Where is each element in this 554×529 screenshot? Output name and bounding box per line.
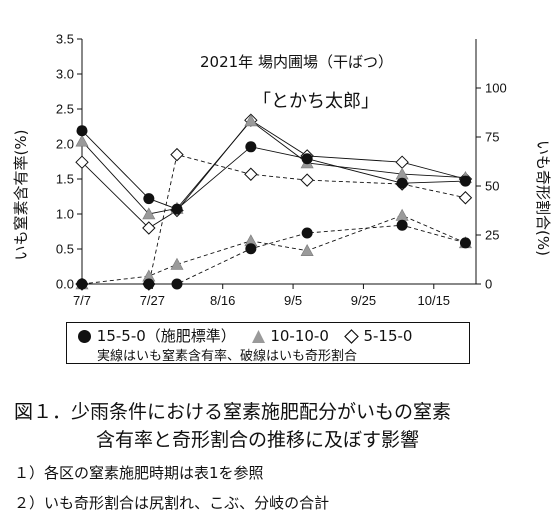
y-left-tick-label: 1.0 xyxy=(56,207,74,222)
malformation-point-circle xyxy=(301,227,313,239)
series-markers xyxy=(75,113,473,291)
nitrogen-point-circle xyxy=(171,203,183,215)
y-left-tick-label: 3.0 xyxy=(56,67,74,82)
nitrogen-point-circle xyxy=(245,141,257,153)
y-left-tick-label: 2.5 xyxy=(56,102,74,117)
axes: 0.0 0.5 1.0 1.5 2.0 2.5 3.0 3.5 0 25 50 75 100 7/7 7/2… xyxy=(56,32,507,309)
nitrogen-point-circle xyxy=(301,153,313,165)
malformation-point-circle xyxy=(245,243,257,255)
legend-label-15-5-0: 15-5-0（施肥標準） xyxy=(96,327,236,345)
y-right-tick-label: 25 xyxy=(485,228,499,243)
caption-line-1: 図１．少雨条件における窒素施肥配分がいもの窒素 xyxy=(14,401,452,423)
legend-item-5-15-0: 5-15-0 xyxy=(343,327,413,345)
nitrogen-point-triangle xyxy=(244,114,258,127)
malformation-line-triangle xyxy=(81,214,466,285)
nitrogen-point-diamond xyxy=(395,155,409,169)
malformation-point-triangle xyxy=(395,208,409,221)
malformation-point-diamond xyxy=(244,167,258,181)
footnote-1: １）各区の窒素施肥時期は表1を参照 xyxy=(14,464,264,482)
malformation-point-circle xyxy=(396,219,408,231)
nitrogen-point-circle xyxy=(76,125,88,137)
malformation-point-circle xyxy=(459,237,471,249)
nitrogen-point-triangle xyxy=(75,134,89,147)
x-tick-label: 7/27 xyxy=(140,293,165,308)
legend-item-15-5-0: 15-5-0（施肥標準） xyxy=(77,325,236,346)
y-right-tick-label: 0 xyxy=(485,277,492,292)
white-diamond-icon xyxy=(343,329,359,344)
nitrogen-point-circle xyxy=(143,193,155,205)
nitrogen-point-circle xyxy=(459,175,471,187)
malformation-point-triangle xyxy=(170,257,184,270)
malformation-point-circle xyxy=(143,278,155,290)
legend-note: 実線はいも窒素含有率、破線はいも奇形割合 xyxy=(97,349,358,364)
legend: 15-5-0（施肥標準） 10-10-0 5-15-0 実線はいも窒素含有率、破… xyxy=(66,322,470,364)
nitrogen-point-diamond xyxy=(75,155,89,169)
malformation-point-triangle xyxy=(300,244,314,256)
malformation-point-diamond xyxy=(458,191,473,205)
y-right-tick-label: 50 xyxy=(485,179,499,194)
black-circle-icon xyxy=(78,330,91,343)
nitrogen-point-triangle xyxy=(142,207,156,220)
annotation-cultivar: 「とかち太郎」 xyxy=(253,91,379,112)
figure-caption: 図１．少雨条件における窒素施肥配分がいもの窒素 含有率と奇形割合の推移に及ぼす影… xyxy=(14,398,451,454)
malformation-line-circle xyxy=(82,224,466,285)
y-left-tick-label: 3.5 xyxy=(56,32,74,47)
nitrogen-point-circle xyxy=(396,177,408,189)
legend-series-row: 15-5-0（施肥標準） 10-10-0 5-15-0 xyxy=(77,325,422,346)
legend-item-10-10-0: 10-10-0 xyxy=(251,327,329,345)
x-tick-label: 9/5 xyxy=(284,293,302,308)
footnote-2: ２）いも奇形割合は尻割れ、こぶ、分岐の合計 xyxy=(14,494,330,512)
caption-line-2: 含有率と奇形割合の推移に及ぼす影響 xyxy=(96,429,420,451)
malformation-point-circle xyxy=(76,278,88,290)
malformation-point-diamond xyxy=(170,147,184,162)
y-right-axis-label: いも奇形割合(%) xyxy=(534,140,552,256)
x-tick-label: 8/16 xyxy=(210,293,235,308)
annotation-title: 2021年 場内圃場（干ばつ） xyxy=(200,53,393,71)
x-tick-label: 9/25 xyxy=(351,293,376,308)
y-left-tick-label: 2.0 xyxy=(56,137,74,152)
legend-label-10-10-0: 10-10-0 xyxy=(270,327,329,345)
x-tick-label: 10/15 xyxy=(418,293,451,308)
malformation-point-circle xyxy=(171,278,183,290)
x-tick-label: 7/7 xyxy=(73,293,91,308)
y-right-tick-label: 100 xyxy=(485,81,507,96)
gray-triangle-icon xyxy=(251,330,265,343)
nitrogen-point-diamond xyxy=(142,221,156,235)
nitrogen-line-circle xyxy=(81,130,466,210)
malformation-point-diamond xyxy=(300,173,314,187)
y-left-tick-label: 0.5 xyxy=(56,242,74,257)
y-left-tick-label: 0.0 xyxy=(56,277,74,292)
y-left-axis-label: いも窒素含有率(%) xyxy=(12,130,30,261)
y-right-tick-label: 75 xyxy=(485,130,499,145)
chart: 0.0 0.5 1.0 1.5 2.0 2.5 3.0 3.5 0 25 50 75 100 7/7 7/2… xyxy=(12,32,552,309)
legend-label-5-15-0: 5-15-0 xyxy=(363,327,413,345)
series-lines xyxy=(81,119,466,285)
y-left-tick-label: 1.5 xyxy=(56,172,74,187)
